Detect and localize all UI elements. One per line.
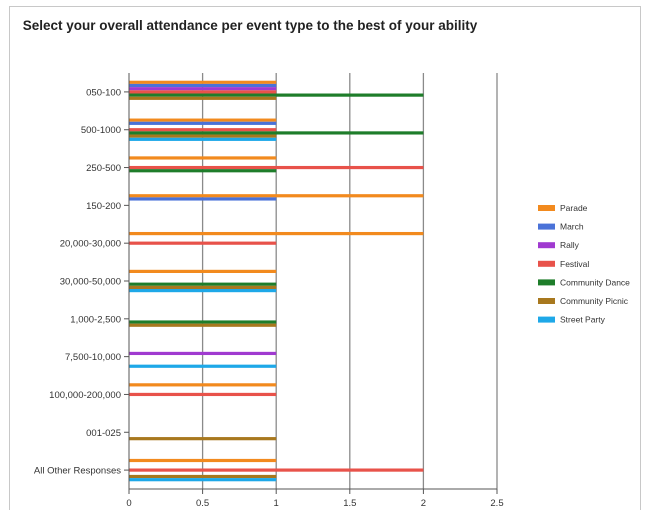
legend-swatch-community-dance	[538, 279, 555, 286]
legend-label-community-dance: Community Dance	[560, 277, 630, 287]
bar-community-dance-30-000-50-000	[129, 282, 277, 286]
bar-street-party-500-1000	[129, 137, 277, 141]
bar-community-picnic-001-025	[129, 437, 277, 441]
bar-community-dance-050-100	[129, 93, 424, 97]
bar-march-500-1000	[129, 121, 277, 125]
bar-parade-050-100	[129, 80, 277, 84]
x-tick-label: 2.5	[490, 498, 503, 509]
legend-label-rally: Rally	[560, 240, 580, 250]
category-label: 001-025	[86, 428, 121, 439]
category-label: 050-100	[86, 87, 121, 98]
bar-parade-100-000-200-000	[129, 383, 277, 387]
legend-label-march: March	[560, 222, 584, 232]
bar-festival-500-1000	[129, 128, 277, 132]
bar-community-picnic-500-1000	[129, 134, 277, 138]
legend-swatch-festival	[538, 260, 555, 267]
chart-title: Select your overall attendance per event…	[22, 18, 478, 33]
category-label: 1,000-2,500	[70, 314, 121, 325]
x-tick-label: 1.5	[343, 498, 356, 509]
axes	[124, 73, 498, 494]
bar-community-picnic-1-000-2-500	[129, 323, 277, 327]
legend: Parade March Rally Festival Community Dance C…	[538, 203, 630, 325]
category-label: 150-200	[86, 201, 121, 212]
legend-swatch-march	[538, 223, 555, 230]
legend-swatch-community-picnic	[538, 298, 555, 304]
bar-community-dance-500-1000	[129, 131, 424, 135]
bar-parade-500-1000	[129, 118, 277, 122]
bar-parade-250-500	[129, 156, 277, 160]
bar-community-picnic-050-100	[129, 96, 277, 100]
x-tick-label: 1	[274, 498, 279, 509]
bar-rally-7-500-10-000	[129, 351, 277, 356]
x-tick-label: 0	[126, 498, 131, 509]
bar-parade-30-000-50-000	[129, 269, 277, 273]
category-label: All Other Responses	[34, 466, 121, 477]
category-label: 7,500-10,000	[65, 352, 121, 363]
x-tick-label: 0.5	[196, 498, 209, 509]
legend-label-street-party: Street Party	[560, 315, 606, 325]
bar-festival-100-000-200-000	[129, 392, 277, 397]
bar-street-party-all-other-responses	[129, 478, 277, 482]
bar-parade-20-000-30-000	[129, 231, 424, 236]
bar-community-dance-1-000-2-500	[129, 320, 277, 324]
category-labels: 050-100 500-1000 250-500 150-200 20,000-30,0…	[34, 87, 121, 476]
bar-festival-all-other-responses	[129, 468, 424, 472]
bar-parade-150-200	[129, 194, 424, 198]
gridlines	[201, 73, 498, 489]
bar-festival-250-500	[129, 165, 424, 170]
bar-march-050-100	[129, 83, 277, 88]
bar-street-party-7-500-10-000	[129, 364, 277, 368]
bar-march-150-200	[129, 197, 277, 201]
category-label: 250-500	[86, 163, 121, 174]
x-tick-labels: 0 0.5 1 1.5 2 2.5	[126, 498, 503, 509]
legend-label-parade: Parade	[560, 203, 588, 213]
bar-parade-all-other-responses	[129, 458, 277, 463]
category-label: 30,000-50,000	[60, 277, 121, 288]
bar-festival-050-100	[129, 90, 277, 94]
category-label: 20,000-30,000	[60, 239, 121, 250]
legend-swatch-street-party	[538, 316, 555, 323]
legend-label-festival: Festival	[560, 259, 589, 269]
bar-rally-050-100	[129, 87, 277, 91]
legend-label-community-picnic: Community Picnic	[560, 296, 629, 306]
bars	[129, 80, 424, 482]
category-label: 500-1000	[81, 125, 121, 136]
legend-swatch-rally	[538, 242, 555, 249]
bar-street-party-30-000-50-000	[129, 289, 277, 293]
x-tick-label: 2	[421, 498, 426, 509]
category-label: 100,000-200,000	[49, 390, 121, 401]
bar-festival-20-000-30-000	[129, 241, 277, 245]
bar-community-dance-250-500	[129, 169, 277, 173]
bar-community-picnic-all-other-responses	[129, 474, 277, 479]
chart-frame	[9, 6, 641, 510]
legend-swatch-parade	[538, 205, 555, 211]
bar-community-picnic-30-000-50-000	[129, 285, 277, 289]
